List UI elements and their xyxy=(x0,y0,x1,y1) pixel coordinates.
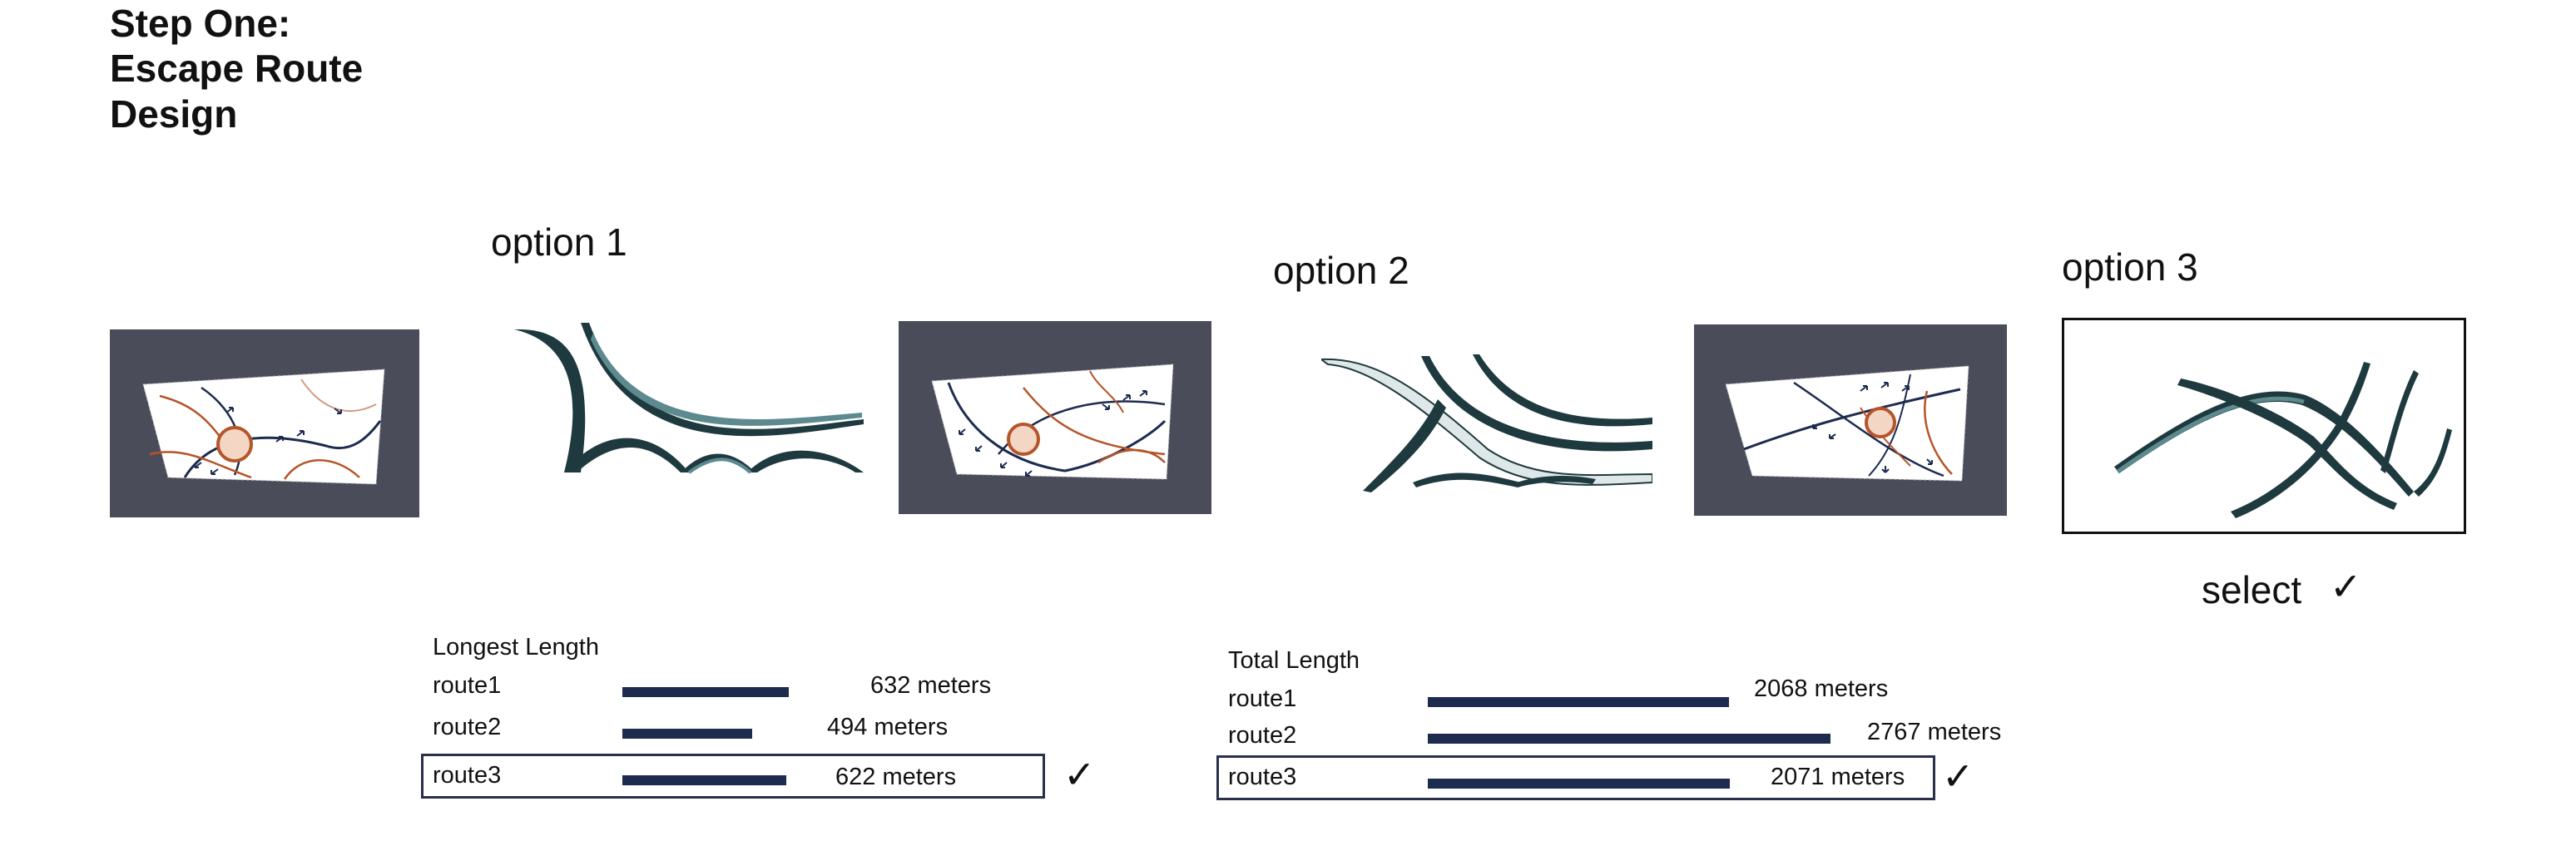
table1-route3-value: 622 meters xyxy=(835,764,957,790)
table1-route1-label: route1 xyxy=(433,672,502,699)
table1-route1-bar xyxy=(622,687,789,697)
option-2-label: option 2 xyxy=(1273,249,1409,292)
table2-heading: Total Length xyxy=(1228,647,1360,674)
table2-route3-selected-box xyxy=(1216,755,1935,800)
table2-route1-bar xyxy=(1428,697,1729,707)
table1-route2-value: 494 meters xyxy=(827,714,949,740)
table2-route3-value: 2071 meters xyxy=(1771,764,1905,790)
table1-route2-label: route2 xyxy=(433,714,502,740)
table2-check-icon: ✓ xyxy=(1942,754,1974,798)
table1-route1-value: 632 meters xyxy=(870,672,992,699)
table2-route2-bar xyxy=(1428,734,1830,744)
structure-option-1 xyxy=(514,323,864,474)
table2-route2-label: route2 xyxy=(1228,722,1297,749)
title-line-1: Step One: xyxy=(110,2,291,45)
table2-route2-value: 2767 meters xyxy=(1867,719,2002,745)
table1-route3-label: route3 xyxy=(433,762,502,789)
option-3-label: option 3 xyxy=(2062,245,2198,289)
select-label: select xyxy=(2202,568,2302,611)
site-plan-option-1 xyxy=(899,321,1211,514)
table1-heading: Longest Length xyxy=(433,634,599,660)
table1-route2-bar xyxy=(622,729,752,739)
table1-route3-selected-box xyxy=(421,754,1045,799)
table1-route3-bar xyxy=(622,775,786,785)
table2-route1-value: 2068 meters xyxy=(1754,675,1889,702)
title-line-3: Design xyxy=(110,92,238,136)
table2-route1-label: route1 xyxy=(1228,685,1297,712)
structure-option-2 xyxy=(1321,349,1652,499)
table2-route3-bar xyxy=(1428,779,1730,789)
structure-option-3-frame xyxy=(2062,318,2466,534)
site-plan-option-2 xyxy=(1694,324,2007,516)
table1-check-icon: ✓ xyxy=(1063,753,1096,796)
site-plan-base xyxy=(110,329,419,517)
option-1-label: option 1 xyxy=(491,220,627,264)
select-check-icon: ✓ xyxy=(2330,565,2362,608)
title-line-2: Escape Route xyxy=(110,47,364,90)
table2-route3-label: route3 xyxy=(1228,764,1297,790)
